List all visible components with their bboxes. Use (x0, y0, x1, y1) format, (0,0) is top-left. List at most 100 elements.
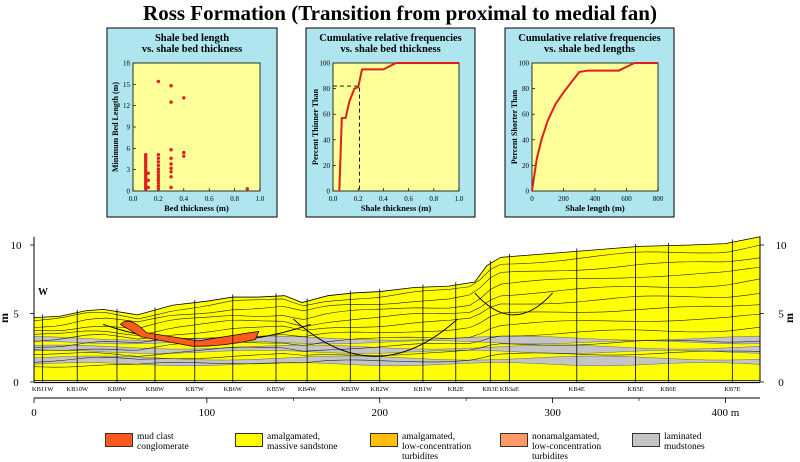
y-tick-label: 10 (11, 240, 23, 252)
y-tick-label: 60 (522, 111, 530, 119)
x-tick-label: 0.0 (329, 195, 338, 203)
y-tick-label: 20 (522, 162, 530, 170)
x-tick-label: 200 (558, 195, 569, 203)
chart-title-line: vs. shale bed thickness (340, 44, 440, 55)
data-point (182, 154, 186, 158)
x-axis-label: Shale thickness (m) (361, 203, 432, 213)
legend-label-line: nonamalgamated, (532, 432, 600, 442)
x-tick-label: 0.2 (154, 195, 163, 203)
x-tick-label: 300 (544, 407, 561, 419)
x-axis-label: Shale length (m) (565, 203, 625, 213)
data-point (182, 96, 186, 100)
well-label: KB1W (414, 386, 433, 393)
y-tick-label: 6 (127, 145, 131, 153)
data-point (156, 160, 161, 164)
y-tick-label: 80 (323, 85, 331, 93)
legend-label-line: massive sandstone (267, 442, 338, 452)
data-point (156, 178, 161, 183)
well-label: KB2W (371, 386, 390, 393)
y-axis-label: Minimum Bed Length (m) (111, 82, 120, 172)
data-point (169, 156, 173, 160)
data-point (146, 178, 150, 183)
y-tick-label: 40 (323, 136, 331, 144)
data-point (169, 185, 173, 190)
data-point (156, 153, 161, 157)
chart-title-line: Cumulative relative frequencies (518, 33, 661, 44)
chart-title-line: Shale bed length (155, 33, 229, 44)
x-tick-label: 800 (653, 195, 664, 203)
legend-label-line: turbidites (402, 452, 438, 462)
mudstone-band (34, 355, 760, 367)
legend-label: amalgamated, massive sandstone (267, 432, 337, 452)
data-point (156, 170, 161, 174)
x-tick-label: 1.0 (256, 195, 265, 203)
legend-item: amalgamated, massive sandstone (235, 432, 337, 452)
well-label: KB7E (724, 386, 740, 393)
data-point (144, 153, 148, 157)
well-label: KB3W (341, 386, 360, 393)
x-tick-label: 0.2 (354, 195, 363, 203)
chart-title-line: Cumulative relative frequencies (319, 33, 462, 44)
mud-clast-lens (119, 320, 260, 347)
series-line (531, 62, 658, 192)
data-point (169, 162, 173, 166)
legend-label-line: amalgamated, (402, 432, 456, 442)
legend-item: laminated mudstones (632, 432, 705, 452)
data-point (156, 167, 161, 171)
data-point (156, 187, 161, 191)
x-axis-label: Bed thickness (m) (164, 203, 229, 213)
mudstone-band (34, 344, 760, 354)
y-tick-label: 0 (13, 377, 19, 389)
data-point (156, 172, 161, 177)
y-tick-label: 3 (127, 166, 131, 174)
legend-label-line: mud clast (137, 432, 174, 442)
y-axis-label-right: m (782, 313, 796, 323)
legend-swatch (235, 433, 263, 447)
well-label: KB4W (298, 386, 317, 393)
y-tick-label: 12 (123, 102, 131, 110)
legend-label: laminated mudstones (664, 432, 705, 452)
chart-title-line: vs. shale bed lengths (544, 44, 635, 55)
y-axis-label: Percent Shorter Than (510, 89, 519, 164)
data-point (156, 175, 161, 180)
legend-label: amalgamated, low-concentration turbidites (402, 432, 471, 462)
x-tick-label: 600 (621, 195, 632, 203)
well-label: KB10W (66, 386, 89, 393)
legend-label-line: mudstones (664, 442, 705, 452)
y-tick-label: 18 (123, 60, 131, 68)
legend-label-line: low-concentration (532, 442, 602, 452)
data-point (156, 184, 161, 188)
well-label: KB6E (660, 386, 676, 393)
scour-surface (292, 318, 458, 357)
cross-section-layers (34, 244, 760, 368)
data-point (169, 175, 173, 179)
x-tick-label: 400 m (712, 407, 740, 419)
legend-swatch (500, 433, 528, 447)
legend-label-line: turbidites (532, 452, 568, 462)
data-point (156, 79, 161, 84)
legend-label-line: low-concentration (402, 442, 472, 452)
legend-item: mud clast conglomerate (105, 432, 189, 452)
well-label: KB11W (32, 386, 54, 393)
series-line (338, 62, 459, 192)
legend-label-line: laminated (664, 432, 702, 442)
y-tick-label: 40 (522, 136, 530, 144)
data-point (169, 84, 173, 88)
data-point (182, 150, 186, 155)
legend-label-line: amalgamated, (267, 432, 321, 442)
data-point (169, 170, 173, 174)
x-tick-label: 0.6 (404, 195, 413, 203)
y-tick-label: 9 (127, 124, 131, 132)
y-tick-label: 5 (13, 309, 19, 321)
y-tick-label-right: 0 (778, 377, 784, 389)
figure-title: Ross Formation (Transition from proximal… (143, 1, 657, 25)
well-label: KB9W (108, 386, 127, 393)
well-label: KB7W (186, 386, 205, 393)
y-tick-label: 100 (320, 60, 331, 68)
legend-swatch (370, 433, 398, 447)
plot-area (531, 62, 659, 192)
y-tick-label: 15 (123, 81, 131, 89)
x-tick-label: 200 (371, 407, 388, 419)
cross-section: 0 0 5 5 10 10 m m W KB11W KB10W KB9W KB8W KB7W KB6W KB5… (0, 236, 796, 419)
